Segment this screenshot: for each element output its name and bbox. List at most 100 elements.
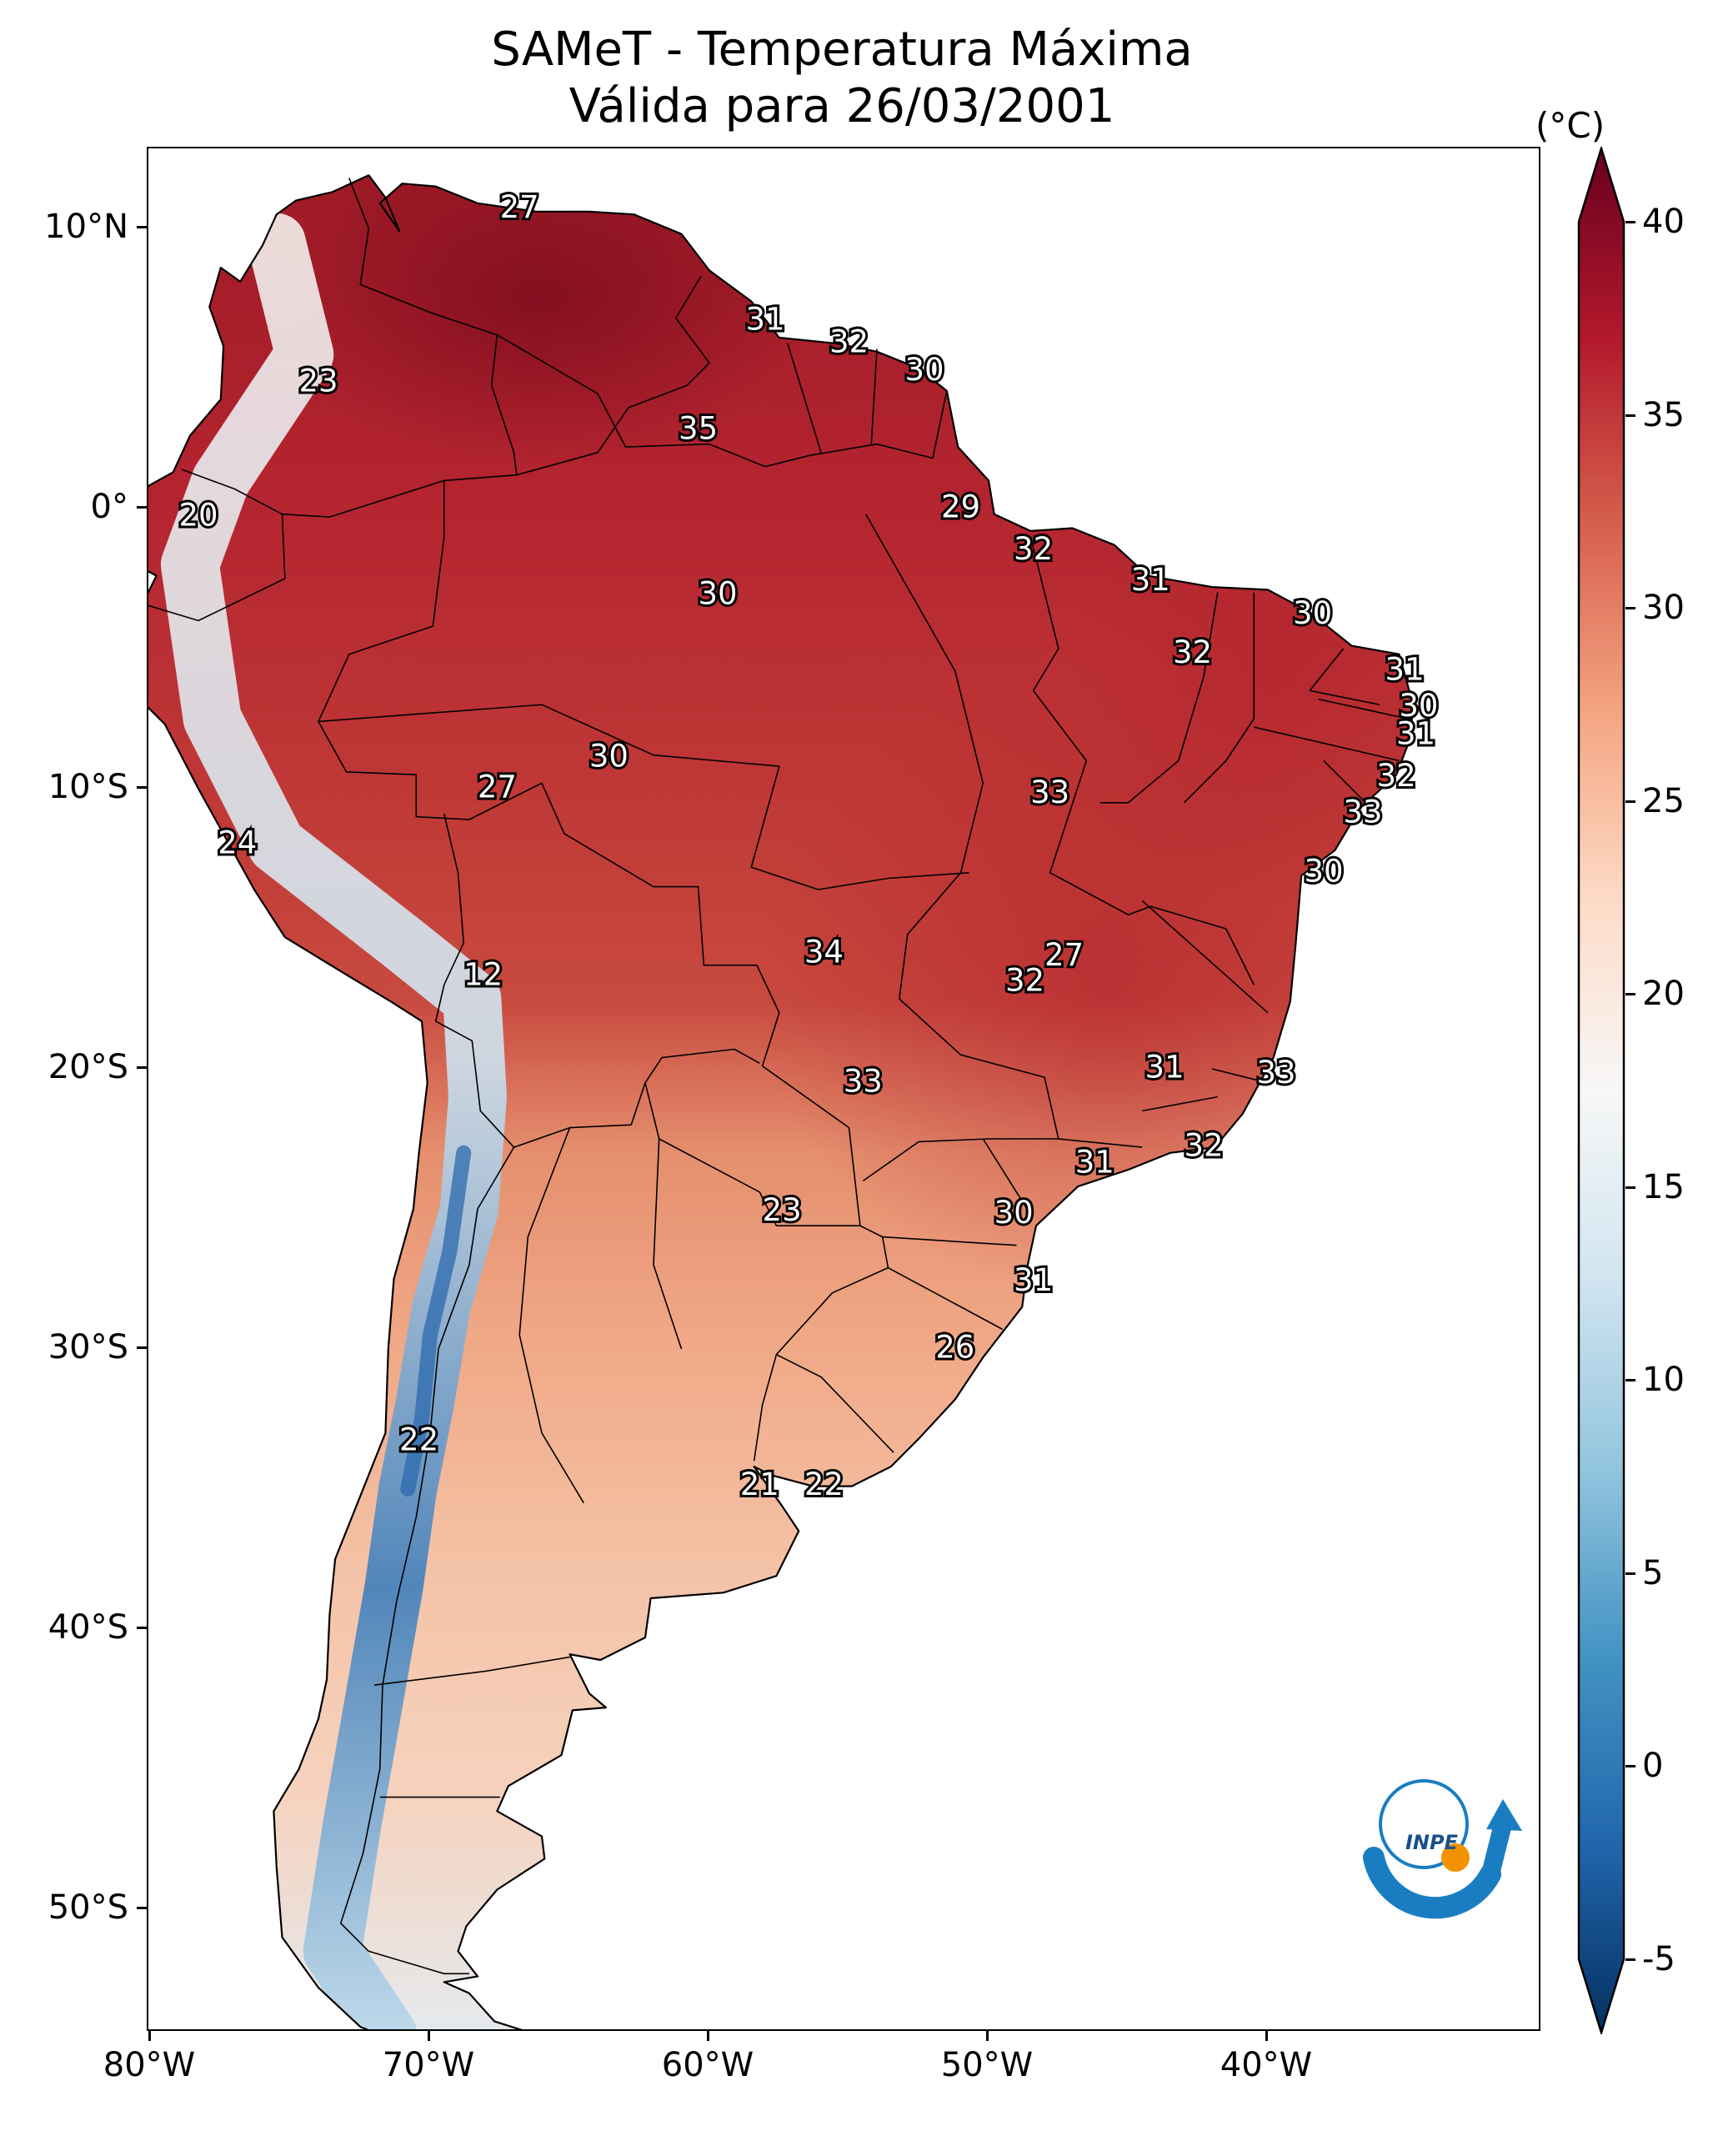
lon-tick-mark <box>986 2031 989 2041</box>
temperature-label: 31 <box>1131 562 1170 598</box>
border-line <box>348 178 518 475</box>
border-line <box>1183 592 1255 804</box>
border-line <box>434 814 760 1148</box>
colorbar-tick-mark <box>1625 607 1635 610</box>
border-line <box>148 514 286 622</box>
border-line <box>644 1082 860 1226</box>
colorbar-tick-label: 0 <box>1642 1747 1664 1786</box>
border-line <box>1100 592 1219 804</box>
border-line <box>1058 1138 1143 1148</box>
border-line <box>516 275 710 476</box>
lat-tick-label: 20°S <box>48 1048 128 1086</box>
coastline <box>148 174 1415 2029</box>
border-line <box>888 1266 1004 1331</box>
logo-text: INPE <box>1405 1831 1459 1854</box>
chart-subtitle: Válida para 26/03/2001 <box>568 79 1115 133</box>
lat-tick-mark <box>137 1907 147 1909</box>
border-line <box>1309 648 1380 705</box>
temperature-label: 32 <box>1184 1128 1223 1164</box>
lon-tick-mark <box>148 2031 151 2041</box>
temperature-label: 30 <box>1399 688 1438 724</box>
lon-tick-label: 50°W <box>940 2046 1034 2084</box>
temperature-label: 32 <box>1377 758 1416 794</box>
temperature-label: 23 <box>763 1192 802 1228</box>
lon-tick-label: 80°W <box>103 2046 196 2084</box>
temperature-label: 27 <box>478 770 517 805</box>
colorbar-tick-mark <box>1625 1765 1635 1768</box>
lat-tick-label: 10°N <box>44 208 128 246</box>
andes-cold-band <box>160 213 507 2029</box>
temperature-label: 34 <box>804 935 844 970</box>
border-line <box>340 1146 515 1975</box>
lat-tick-label: 0° <box>90 488 128 526</box>
colorbar-tick-mark <box>1625 1379 1635 1382</box>
temperature-label: 31 <box>1075 1145 1114 1181</box>
lat-tick-mark <box>137 1066 147 1069</box>
inpe-logo: INPE <box>1363 1779 1522 1919</box>
lat-tick-mark <box>137 226 147 228</box>
border-line <box>653 1138 683 1350</box>
colorbar-tick-mark <box>1625 993 1635 996</box>
lat-tick-label: 40°S <box>48 1608 128 1647</box>
temperature-label: 27 <box>500 189 539 225</box>
temperature-label: 30 <box>1304 853 1343 889</box>
lon-tick-mark <box>428 2031 430 2041</box>
colorbar-unit: (°C) <box>1535 105 1605 146</box>
temperature-label: 22 <box>399 1421 438 1457</box>
temperature-label: 30 <box>589 739 629 775</box>
lat-tick-mark <box>137 1346 147 1349</box>
temperature-label: 30 <box>698 576 737 612</box>
temperature-label: 22 <box>804 1467 844 1502</box>
lon-tick-mark <box>1265 2031 1268 2041</box>
border-line <box>1141 900 1269 1014</box>
border-line <box>1029 536 1255 985</box>
temperature-label: 33 <box>1256 1055 1295 1091</box>
border-line <box>496 334 948 468</box>
border-line <box>518 1127 584 1504</box>
border-line <box>882 1236 1017 1246</box>
temperature-label: 30 <box>904 352 944 388</box>
lon-tick-label: 70°W <box>382 2046 475 2084</box>
border-line <box>1254 726 1400 762</box>
lat-tick-mark <box>137 506 147 509</box>
temperature-label: 12 <box>463 957 503 993</box>
temperature-label: 32 <box>829 323 869 359</box>
colorbar-tick-label: 25 <box>1642 781 1685 820</box>
temperature-label: 20 <box>178 498 218 534</box>
temperature-label: 29 <box>941 489 980 525</box>
colorbar-tick-mark <box>1625 1572 1635 1575</box>
border-line <box>787 343 822 454</box>
temperature-label: 27 <box>1044 937 1084 973</box>
temperature-label: 31 <box>745 301 784 337</box>
temperature-label: 33 <box>1030 775 1069 810</box>
temperature-label: 33 <box>1343 795 1382 830</box>
temperature-label: 23 <box>298 363 338 399</box>
border-line <box>1323 760 1366 804</box>
temperature-label: 32 <box>1005 962 1044 998</box>
lon-tick-mark <box>707 2031 709 2041</box>
temperature-label: 35 <box>679 410 718 446</box>
colorbar-tick-mark <box>1625 221 1635 223</box>
border-line <box>1211 1068 1269 1084</box>
colorbar-tick-label: -5 <box>1642 1940 1675 1978</box>
border-line <box>318 474 894 1453</box>
colorbar-tick-label: 30 <box>1642 589 1685 628</box>
temperature-label: 33 <box>844 1063 883 1099</box>
temperature-label: 32 <box>1173 634 1212 670</box>
lat-tick-label: 10°S <box>48 768 128 806</box>
border-line <box>1142 1096 1218 1112</box>
logo-sun-icon <box>1441 1843 1470 1872</box>
temperature-label: 26 <box>935 1330 974 1366</box>
colorbar-tick-label: 5 <box>1642 1553 1664 1592</box>
colorbar-tick-label: 35 <box>1642 395 1685 434</box>
colorbar-tick-label: 10 <box>1642 1361 1685 1400</box>
chart-title: SAMeT - Temperatura Máxima <box>491 23 1193 77</box>
colorbar-scale <box>1577 144 1625 2037</box>
temperature-label: 31 <box>1385 651 1425 687</box>
border-line <box>1318 698 1408 720</box>
map-panel: 27 31 32 30 23 35 29 20 32 31 30 30 32 31 30 31 30 27 32 33… <box>147 147 1540 2031</box>
border-line <box>373 1656 570 1686</box>
border-line <box>982 1138 1031 1216</box>
colorbar-tick-mark <box>1625 800 1635 803</box>
lat-tick-mark <box>137 786 147 789</box>
